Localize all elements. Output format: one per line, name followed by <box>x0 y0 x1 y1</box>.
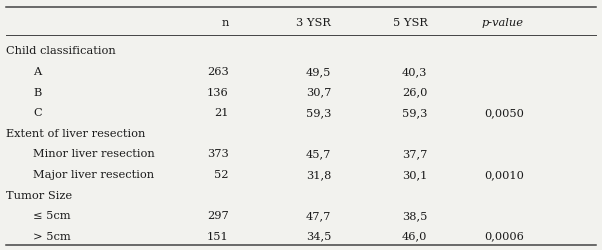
Text: 0,0010: 0,0010 <box>484 169 524 179</box>
Text: 37,7: 37,7 <box>402 149 427 159</box>
Text: 31,8: 31,8 <box>306 169 331 179</box>
Text: 46,0: 46,0 <box>402 231 427 241</box>
Text: 0,0006: 0,0006 <box>484 231 524 241</box>
Text: 59,3: 59,3 <box>306 108 331 118</box>
Text: 297: 297 <box>207 210 229 220</box>
Text: 151: 151 <box>207 231 229 241</box>
Text: > 5cm: > 5cm <box>33 231 71 241</box>
Text: 40,3: 40,3 <box>402 67 427 77</box>
Text: 45,7: 45,7 <box>306 149 331 159</box>
Text: 30,1: 30,1 <box>402 169 427 179</box>
Text: 52: 52 <box>214 169 229 179</box>
Text: n: n <box>222 18 229 28</box>
Text: 34,5: 34,5 <box>306 231 331 241</box>
Text: 30,7: 30,7 <box>306 87 331 97</box>
Text: C: C <box>33 108 42 118</box>
Text: 3 YSR: 3 YSR <box>296 18 331 28</box>
Text: 49,5: 49,5 <box>306 67 331 77</box>
Text: Child classification: Child classification <box>6 46 116 56</box>
Text: Tumor Size: Tumor Size <box>6 190 72 200</box>
Text: 47,7: 47,7 <box>306 210 331 220</box>
Text: Major liver resection: Major liver resection <box>33 169 154 179</box>
Text: 59,3: 59,3 <box>402 108 427 118</box>
Text: 136: 136 <box>207 87 229 97</box>
Text: 263: 263 <box>207 67 229 77</box>
Text: p-value: p-value <box>482 18 524 28</box>
Text: B: B <box>33 87 42 97</box>
Text: A: A <box>33 67 42 77</box>
Text: ≤ 5cm: ≤ 5cm <box>33 210 71 220</box>
Text: 21: 21 <box>214 108 229 118</box>
Text: 0,0050: 0,0050 <box>484 108 524 118</box>
Text: Extent of liver resection: Extent of liver resection <box>6 128 146 138</box>
Text: 38,5: 38,5 <box>402 210 427 220</box>
Text: 373: 373 <box>207 149 229 159</box>
Text: 26,0: 26,0 <box>402 87 427 97</box>
Text: 5 YSR: 5 YSR <box>393 18 427 28</box>
Text: Minor liver resection: Minor liver resection <box>33 149 155 159</box>
